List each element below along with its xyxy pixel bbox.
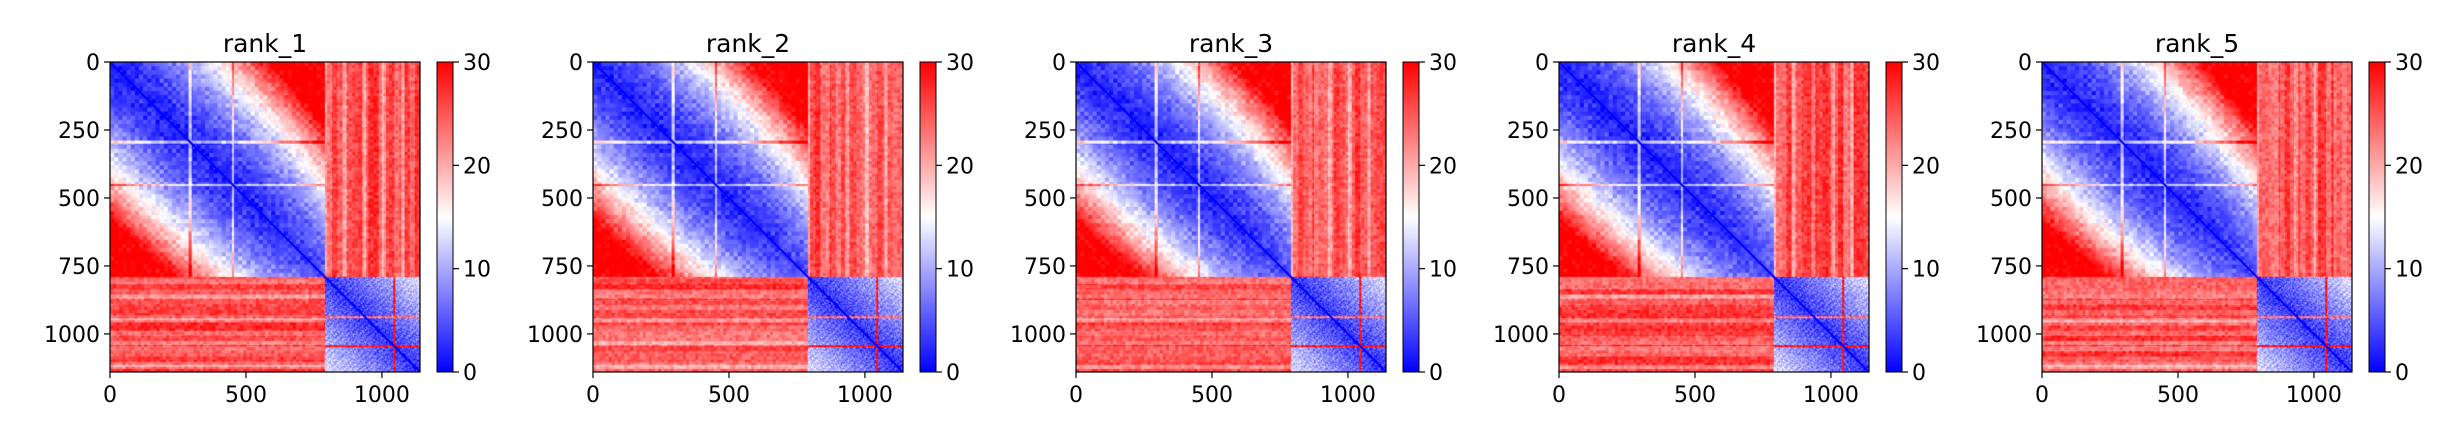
colorbar	[1885, 61, 1903, 373]
heatmap-frame	[592, 61, 904, 373]
colorbar-tick-label: 0	[1912, 361, 1926, 386]
y-tick-label: 750	[58, 255, 100, 280]
x-tick-label: 500	[1674, 383, 1716, 408]
y-tick-label: 750	[541, 255, 583, 280]
x-tick-label: 500	[708, 383, 750, 408]
colorbar-tick-label: 30	[463, 51, 491, 76]
x-tick-label: 0	[1069, 383, 1083, 408]
colorbar-tick-label: 20	[463, 154, 491, 179]
y-tick-label: 1000	[1976, 323, 2032, 348]
y-tick-label: 0	[1052, 51, 1066, 76]
colorbar-tick-label: 10	[2395, 258, 2423, 283]
colorbar-tick-label: 20	[1429, 154, 1457, 179]
x-tick-label: 500	[1191, 383, 1233, 408]
x-tick-label: 1000	[1320, 383, 1376, 408]
y-tick-label: 500	[541, 187, 583, 212]
x-tick-label: 0	[1552, 383, 1566, 408]
heatmap-frame	[2041, 61, 2353, 373]
y-tick-label: 750	[1024, 255, 1066, 280]
x-tick-label: 0	[103, 383, 117, 408]
y-tick-label: 500	[58, 187, 100, 212]
colorbar-tick-label: 10	[946, 258, 974, 283]
colorbar-tick-label: 10	[1429, 258, 1457, 283]
heatmap-image	[1076, 62, 1386, 372]
x-tick-label: 500	[225, 383, 267, 408]
y-tick-label: 250	[1507, 119, 1549, 144]
y-tick-label: 1000	[1493, 323, 1549, 348]
y-tick-label: 0	[1535, 51, 1549, 76]
colorbar-tick-label: 30	[946, 51, 974, 76]
heatmap-image	[110, 62, 420, 372]
x-tick-label: 0	[2035, 383, 2049, 408]
x-tick-label: 1000	[354, 383, 410, 408]
x-tick-label: 1000	[2286, 383, 2342, 408]
colorbar	[919, 61, 937, 373]
colorbar-tick-label: 30	[2395, 51, 2423, 76]
y-tick-label: 500	[1990, 187, 2032, 212]
y-tick-label: 500	[1024, 187, 1066, 212]
colorbar-tick-label: 0	[2395, 361, 2409, 386]
x-tick-label: 1000	[1803, 383, 1859, 408]
panel-title: rank_4	[1672, 29, 1756, 58]
colorbar-tick-label: 20	[946, 154, 974, 179]
colorbar-tick-label: 0	[463, 361, 477, 386]
y-tick-label: 1000	[1010, 323, 1066, 348]
colorbar	[436, 61, 454, 373]
y-tick-label: 0	[569, 51, 583, 76]
colorbar-tick-label: 20	[1912, 154, 1940, 179]
y-tick-label: 1000	[44, 323, 100, 348]
y-tick-label: 250	[1990, 119, 2032, 144]
colorbar-tick-label: 0	[946, 361, 960, 386]
panel-title: rank_5	[2155, 29, 2239, 58]
colorbar-tick-label: 30	[1429, 51, 1457, 76]
colorbar-tick-label: 10	[1912, 258, 1940, 283]
y-tick-label: 750	[1990, 255, 2032, 280]
colorbar-tick-label: 20	[2395, 154, 2423, 179]
y-tick-label: 250	[58, 119, 100, 144]
heatmap-image	[2042, 62, 2352, 372]
y-tick-label: 0	[86, 51, 100, 76]
colorbar	[1402, 61, 1420, 373]
x-tick-label: 500	[2157, 383, 2199, 408]
colorbar-tick-label: 0	[1429, 361, 1443, 386]
y-tick-label: 250	[541, 119, 583, 144]
heatmap-image	[593, 62, 903, 372]
x-tick-label: 1000	[837, 383, 893, 408]
panel-title: rank_2	[706, 29, 790, 58]
heatmap-frame	[1075, 61, 1387, 373]
heatmap-panel-3: rank_3 0 250 500 750 1000 0 500 1000 0 10 20 30	[1010, 29, 1457, 408]
heatmap-image	[1559, 62, 1869, 372]
panel-title: rank_1	[223, 29, 307, 58]
y-tick-label: 500	[1507, 187, 1549, 212]
colorbar	[2368, 61, 2386, 373]
heatmap-frame	[1558, 61, 1870, 373]
heatmap-panel-2: rank_2 0 250 500 750 1000 0 500 1000 0 10 20 30	[527, 29, 974, 408]
colorbar-tick-label: 30	[1912, 51, 1940, 76]
colorbar-tick-label: 10	[463, 258, 491, 283]
panel-title: rank_3	[1189, 29, 1273, 58]
y-tick-label: 1000	[527, 323, 583, 348]
heatmap-panel-4: rank_4 0 250 500 750 1000 0 500 1000 0 10 20 30	[1493, 29, 1940, 408]
y-tick-label: 0	[2018, 51, 2032, 76]
heatmap-panel-5: rank_5 0 250 500 750 1000 0 500 1000 0 10 20 30	[1976, 29, 2423, 408]
y-tick-label: 250	[1024, 119, 1066, 144]
heatmap-frame	[109, 61, 421, 373]
y-tick-label: 750	[1507, 255, 1549, 280]
heatmap-panel-1: rank_1 0 250 500 750 1000 0 500 1000 0 10 20 30	[44, 29, 491, 408]
x-tick-label: 0	[586, 383, 600, 408]
